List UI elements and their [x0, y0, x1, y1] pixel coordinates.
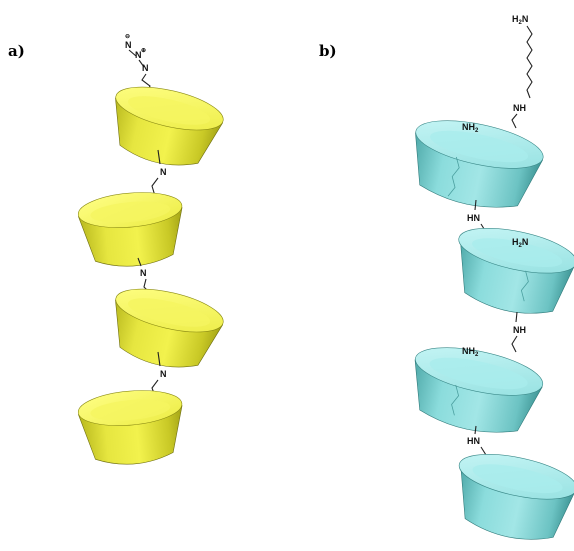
- b-h2n-2: H2N: [512, 237, 528, 249]
- azide-n3: N: [142, 63, 149, 73]
- linker-a1: N: [151, 149, 167, 197]
- linker-a1-n: N: [160, 167, 167, 177]
- amine-chain-top: H2N NH: [511, 14, 533, 129]
- b-nh2-1: NH2: [462, 122, 479, 134]
- b-h2n-top-h: H: [512, 14, 519, 24]
- svg-text:H2N: H2N: [512, 14, 528, 26]
- b-nh-top: NH: [513, 103, 526, 113]
- cyclodextrin-a3: [115, 288, 224, 368]
- linker-a3-n: N: [160, 369, 167, 379]
- b-hn-3: HN: [467, 436, 480, 446]
- b-nh2-3: NH2: [462, 346, 479, 358]
- cyclodextrin-a1: [115, 86, 224, 166]
- cyclodextrin-b1: [415, 120, 544, 208]
- b-nh-2: NH: [513, 325, 526, 335]
- linker-b2: NH: [511, 311, 526, 353]
- panel-a-label: a): [8, 42, 25, 60]
- b-hn-1: HN: [467, 213, 480, 223]
- cyclodextrin-b3: [414, 347, 544, 433]
- cyclodextrin-a2: [77, 192, 183, 267]
- cyclodextrin-b4: [458, 454, 574, 540]
- svg-text:⊕: ⊕: [141, 48, 146, 54]
- cyclodextrin-b2: [458, 228, 574, 314]
- panel-a-diagram: ⊖ N N ⊕ N N N: [77, 34, 224, 465]
- azide-group: ⊖ N N ⊕ N: [125, 34, 151, 93]
- cyclodextrin-a4: [77, 390, 183, 465]
- linker-a2-n: N: [140, 268, 147, 278]
- panel-b-label: b): [319, 42, 337, 60]
- azide-n2: N: [135, 50, 142, 60]
- azide-n1: N: [125, 40, 132, 50]
- svg-text:⊖: ⊖: [125, 34, 130, 40]
- panel-b-diagram: H2N NH NH2 HN H2N: [414, 14, 574, 540]
